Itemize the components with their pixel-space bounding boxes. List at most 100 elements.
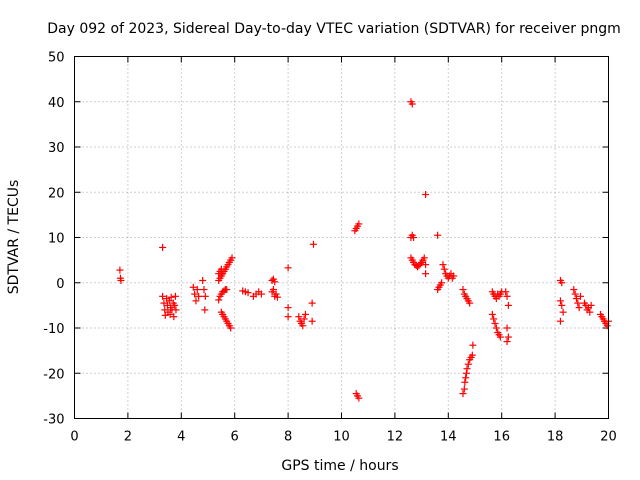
- data-point: [450, 272, 458, 280]
- data-point: [434, 231, 442, 239]
- data-point: [464, 360, 472, 368]
- data-point: [556, 297, 564, 305]
- x-tick-label: 20: [600, 430, 617, 445]
- data-point: [171, 301, 179, 309]
- data-point: [295, 313, 303, 321]
- data-point: [170, 313, 178, 321]
- data-point: [466, 299, 474, 307]
- data-point: [558, 301, 566, 309]
- data-point: [503, 324, 511, 332]
- data-points: [116, 98, 612, 402]
- x-tick-label: 0: [70, 430, 78, 445]
- data-point: [576, 292, 584, 300]
- data-point: [244, 289, 252, 297]
- data-point: [422, 270, 430, 278]
- data-point: [223, 286, 231, 294]
- y-tick-label: 50: [48, 51, 65, 66]
- data-point: [556, 317, 564, 325]
- grid-lines: [74, 56, 609, 419]
- data-point: [570, 286, 578, 294]
- data-point: [463, 365, 471, 373]
- x-tick-label: 16: [493, 430, 510, 445]
- x-axis-label: GPS time / hours: [281, 458, 398, 474]
- data-point: [439, 261, 447, 269]
- data-point: [200, 286, 208, 294]
- y-tick-label: 30: [48, 141, 65, 156]
- data-point: [217, 265, 225, 273]
- data-point: [301, 310, 309, 318]
- data-point: [355, 394, 363, 402]
- x-tick-label: 2: [124, 430, 132, 445]
- data-point: [201, 292, 209, 300]
- data-point: [257, 290, 265, 298]
- x-tick-label: 14: [440, 430, 457, 445]
- data-point: [171, 292, 179, 300]
- data-point: [410, 234, 418, 241]
- y-tick-label: 10: [48, 232, 65, 247]
- data-point: [201, 306, 209, 314]
- y-tick-label: 40: [48, 96, 65, 111]
- data-point: [195, 292, 203, 300]
- data-point: [496, 333, 504, 341]
- data-point: [116, 266, 124, 274]
- data-point: [571, 290, 579, 298]
- y-tick-label: 0: [56, 277, 64, 292]
- data-point: [408, 100, 416, 108]
- x-tick-label: 8: [284, 430, 292, 445]
- data-point: [559, 308, 567, 316]
- y-tick-label: -10: [43, 322, 64, 337]
- y-tick-labels: -30 -20 -10 0 10 20 30 40 50: [43, 51, 64, 428]
- data-point: [269, 286, 277, 294]
- data-point: [308, 299, 316, 307]
- data-point: [191, 290, 199, 298]
- x-tick-label: 6: [231, 430, 239, 445]
- data-point: [462, 374, 470, 382]
- data-point: [574, 299, 582, 307]
- x-tick-labels: 0 2 4 6 8 10 12 14 16 18 20: [70, 430, 616, 445]
- data-point: [575, 304, 583, 312]
- data-point: [503, 338, 511, 346]
- data-point: [488, 310, 496, 318]
- data-point: [459, 286, 467, 294]
- data-point: [299, 322, 307, 330]
- y-tick-label: 20: [48, 186, 65, 201]
- data-point: [558, 279, 566, 287]
- data-point: [193, 286, 201, 294]
- data-point: [422, 191, 430, 199]
- x-tick-label: 4: [177, 430, 185, 445]
- data-point: [284, 264, 292, 272]
- data-point: [166, 310, 174, 318]
- data-point: [167, 293, 175, 301]
- data-point: [309, 240, 317, 248]
- data-point: [284, 313, 292, 321]
- data-point: [502, 288, 510, 296]
- data-point: [117, 276, 125, 284]
- data-point: [440, 265, 448, 273]
- data-point: [273, 293, 281, 301]
- data-point: [492, 324, 500, 332]
- data-point: [572, 295, 580, 303]
- chart-title: Day 092 of 2023, Sidereal Day-to-day VTE…: [47, 21, 621, 37]
- data-point: [587, 301, 595, 309]
- data-point: [420, 254, 428, 262]
- data-point: [491, 319, 499, 327]
- data-point: [504, 301, 512, 309]
- data-point: [460, 385, 468, 393]
- data-point: [468, 351, 476, 359]
- data-point: [165, 297, 173, 305]
- y-axis-label: SDTVAR / TECUs: [6, 180, 22, 295]
- data-point: [459, 390, 467, 398]
- data-point: [504, 333, 512, 341]
- x-tick-label: 10: [333, 430, 350, 445]
- data-point: [159, 292, 167, 300]
- data-point: [503, 292, 511, 300]
- data-point: [215, 296, 223, 304]
- data-point: [461, 378, 469, 386]
- data-point: [189, 283, 197, 291]
- data-point: [227, 324, 235, 332]
- data-point: [308, 317, 316, 325]
- data-point: [300, 315, 308, 323]
- data-point: [284, 304, 292, 312]
- data-point: [271, 278, 279, 286]
